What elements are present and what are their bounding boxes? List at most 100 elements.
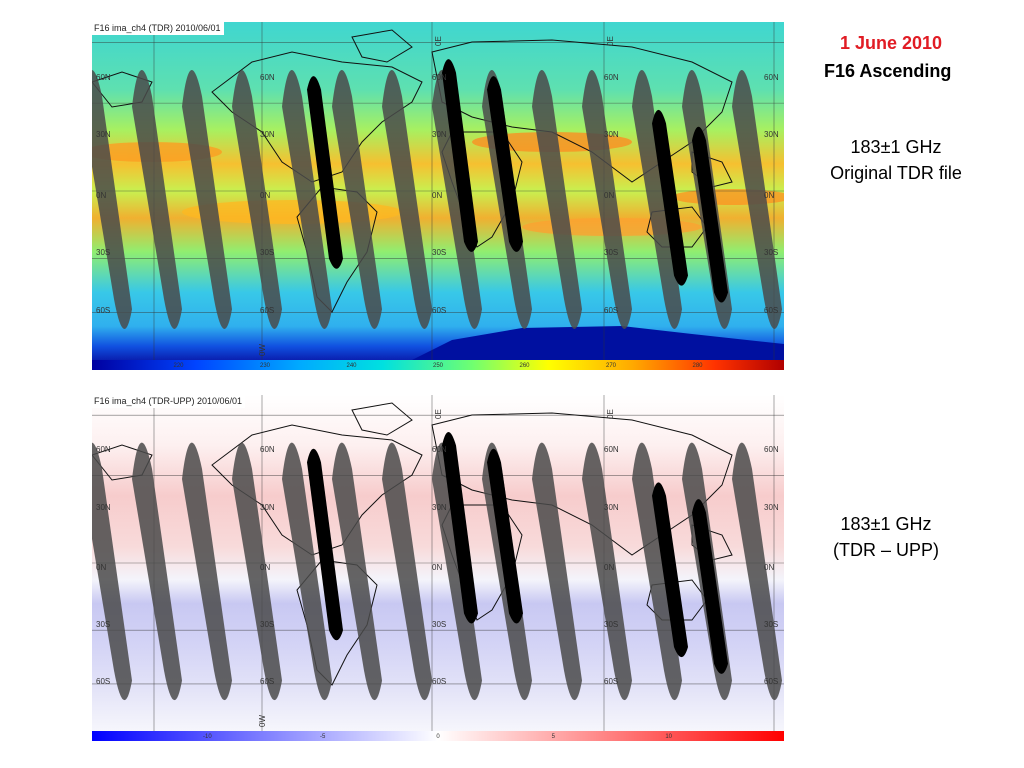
- swath-gap: [487, 448, 523, 624]
- latitude-label: 0N: [96, 191, 107, 200]
- latitude-label: 0N: [260, 191, 271, 200]
- swath-gap: [332, 442, 382, 701]
- latitude-label: 30S: [604, 248, 619, 258]
- latitude-label: 30S: [432, 620, 447, 630]
- colorbar: [92, 731, 784, 741]
- latitude-label: 60S: [432, 677, 447, 687]
- coastline-outline: [646, 579, 708, 621]
- coastline-outline: [691, 524, 733, 561]
- latitude-label: 30N: [432, 502, 447, 512]
- latitude-label: 30S: [260, 248, 275, 258]
- latitude-label: 0N: [432, 563, 443, 572]
- latitude-label: 30S: [432, 248, 447, 258]
- colorbar-tick-label: 10: [665, 734, 672, 740]
- swath-gap: [487, 76, 523, 252]
- swath-gap: [632, 442, 682, 701]
- latitude-label: 60S: [764, 677, 779, 687]
- colorbar-ticks: 220 230 240 250 260 270 280: [92, 360, 784, 370]
- latitude-label: 60S: [604, 305, 619, 315]
- swath-gap: [652, 109, 688, 286]
- latitude-label: 0N: [604, 191, 615, 200]
- swath-gap: [282, 442, 332, 701]
- swath-gap: [692, 126, 728, 303]
- latitude-label: 60N: [432, 445, 447, 455]
- coastline-outline: [296, 186, 378, 313]
- tdr-upp-map-panel: F16 ima_ch4 (TDR-UPP) 2010/06/01 -10 -5 0 5…: [92, 395, 784, 741]
- swath-gap: [732, 69, 782, 329]
- swath-gap: [432, 69, 482, 329]
- swath-gap: [232, 442, 282, 701]
- latitude-label: 30S: [96, 620, 111, 630]
- swath-gap: [132, 442, 182, 701]
- bottom-map-description: 183±1 GHz (TDR – UPP): [776, 511, 996, 563]
- channel-label: 183±1 GHz: [850, 137, 942, 157]
- swath-gap: [307, 448, 343, 641]
- latitude-label: 60S: [260, 305, 275, 315]
- map-title: F16 ima_ch4 (TDR) 2010/06/01: [92, 22, 224, 35]
- top-map-description: 183±1 GHz Original TDR file: [786, 134, 1006, 186]
- latitude-label: 30N: [260, 130, 275, 140]
- colorbar-tick-label: 0: [436, 734, 440, 740]
- latitude-label: 30N: [432, 130, 447, 140]
- swath-gap: [432, 442, 482, 701]
- swath-gap: [442, 59, 478, 252]
- latitude-label: 30N: [604, 502, 619, 512]
- tdr-map: [92, 22, 784, 370]
- colorbar-tick-label: 260: [519, 363, 530, 369]
- latitude-label: 60N: [764, 72, 779, 82]
- latitude-label: 30N: [604, 130, 619, 140]
- latitude-label: 30N: [96, 130, 111, 140]
- swath-gap: [332, 69, 382, 329]
- coastline-outline: [351, 402, 413, 436]
- longitude-label: 0E: [434, 409, 443, 419]
- latitude-label: 60N: [260, 445, 275, 455]
- latitude-label: 0N: [764, 563, 775, 572]
- colorbar-tick-label: 220: [173, 363, 184, 369]
- coastline-outline: [691, 151, 733, 188]
- coastlines: [92, 29, 733, 313]
- colorbar-tick-label: -5: [319, 734, 326, 740]
- latitude-label: 60N: [260, 72, 275, 82]
- latitude-label: 60N: [764, 445, 779, 455]
- orbit-swath-gaps: [92, 59, 782, 329]
- latitude-label: 60N: [96, 445, 111, 455]
- coastline-outline: [351, 29, 413, 63]
- swath-gap: [382, 69, 432, 329]
- colorbar-ticks: -10 -5 0 5 10: [92, 731, 784, 741]
- colorbar-tick-label: 5: [551, 734, 555, 740]
- swath-gap: [182, 69, 232, 329]
- latitude-label: 60N: [96, 72, 111, 82]
- tdr-upp-map: [92, 395, 784, 741]
- date-heading: 1 June 2010: [840, 33, 943, 53]
- colorbar: [92, 360, 784, 370]
- latitude-label: 60N: [604, 72, 619, 82]
- map-title: F16 ima_ch4 (TDR-UPP) 2010/06/01: [92, 395, 246, 408]
- latitude-label: 0N: [96, 563, 107, 572]
- swath-gap: [382, 442, 432, 701]
- file-label: Original TDR file: [830, 163, 962, 183]
- latitude-label: 60S: [604, 677, 619, 687]
- swath-gap: [282, 69, 332, 329]
- swath-gap: [652, 482, 688, 658]
- latitude-label: 0N: [764, 191, 775, 200]
- latitude-label: 30N: [764, 502, 779, 512]
- longitude-label: 0E: [606, 409, 615, 419]
- colorbar-tick-label: 240: [346, 363, 357, 369]
- swath-gap: [732, 442, 782, 701]
- colorbar-tick-label: 280: [692, 363, 703, 369]
- colorbar-tick-label: 270: [605, 363, 617, 369]
- antarctica-cold-region: [412, 326, 784, 360]
- swath-gap: [632, 69, 682, 329]
- channel-label: 183±1 GHz: [840, 514, 932, 534]
- longitude-label: 0W: [258, 715, 267, 727]
- latitude-label: 60N: [432, 72, 447, 82]
- tdr-map-panel: F16 ima_ch4 (TDR) 2010/06/01 220 230 240 25…: [92, 22, 784, 370]
- swath-gap: [182, 442, 232, 701]
- swath-gap: [232, 69, 282, 329]
- colorbar-tick-label: 230: [259, 363, 271, 369]
- swath-gap: [307, 76, 343, 269]
- colorbar-tick-label: -10: [202, 734, 212, 740]
- orbit-swath-gaps: [92, 431, 782, 701]
- longitude-label: 0W: [258, 344, 267, 356]
- latitude-label: 0N: [432, 191, 443, 200]
